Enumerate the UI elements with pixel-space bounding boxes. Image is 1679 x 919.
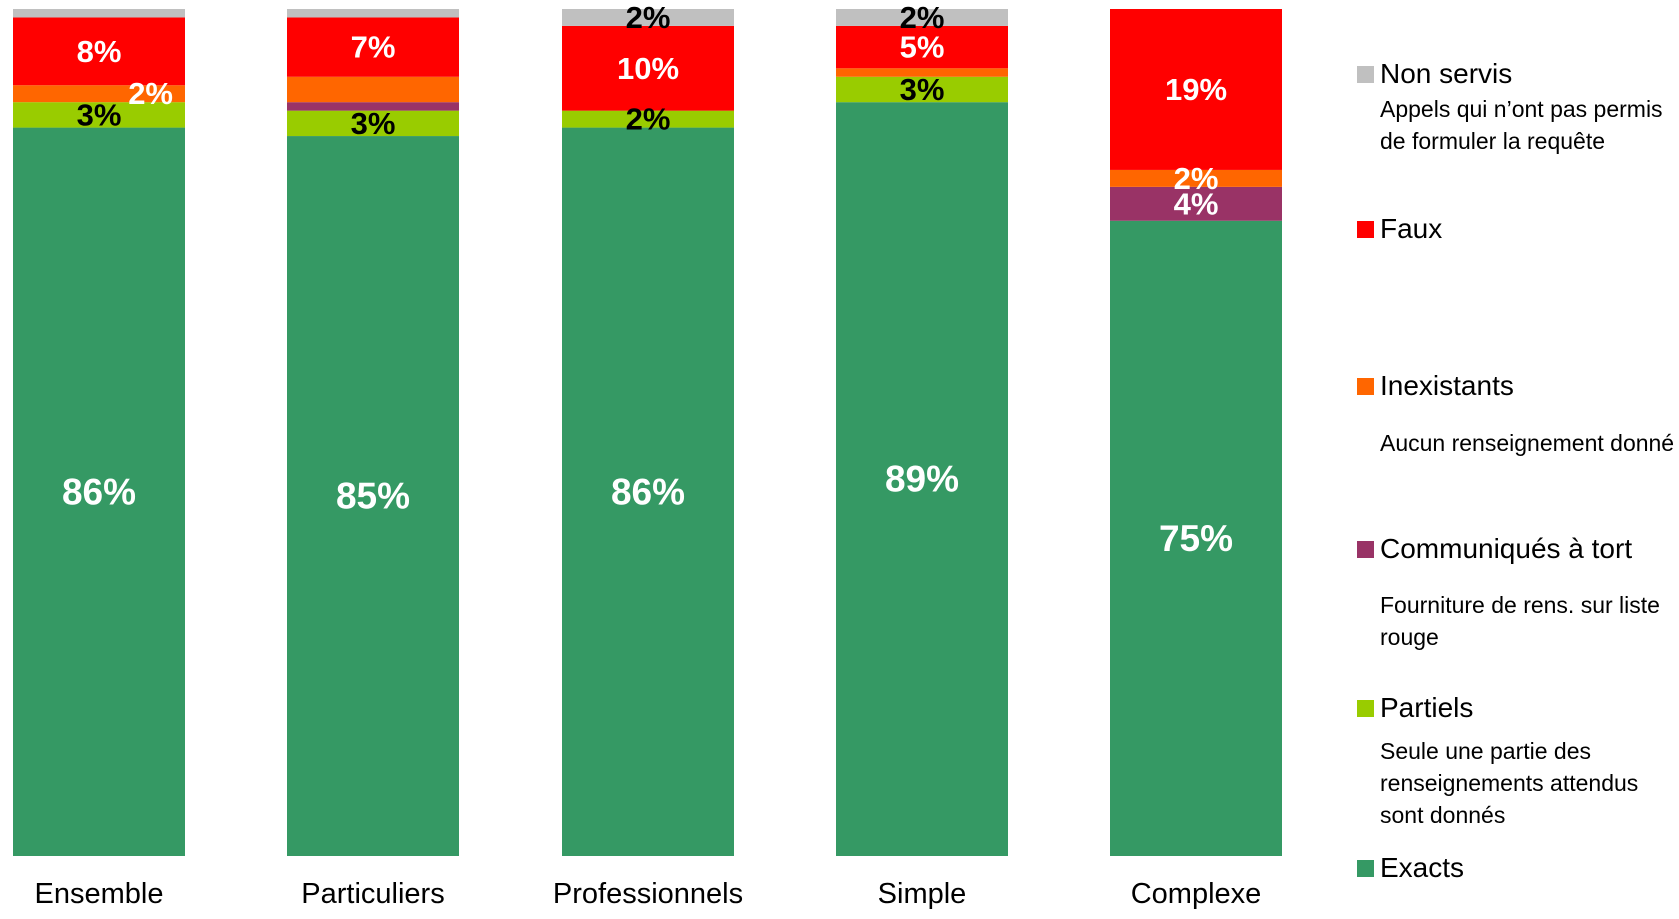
legend-desc-partiels: Seule une partie des renseignements atte… <box>1380 738 1639 828</box>
category-label-ensemble: Ensemble <box>35 878 164 910</box>
data-label-inexistants-ensemble: 2% <box>128 76 173 111</box>
bar-segment-communiques-a-tort-particuliers <box>287 102 459 111</box>
data-label-faux-complexe: 19% <box>1165 72 1227 107</box>
bar-segment-inexistants-ensemble <box>13 85 185 103</box>
bar-segment-faux-complexe <box>1110 9 1282 170</box>
bar-segment-inexistants-complexe <box>1110 169 1282 187</box>
legend-desc-inexistants: Aucun renseignement donné <box>1380 430 1675 456</box>
bar-segment-partiels-simple <box>836 76 1008 103</box>
legend-item-communiques-a-tort: Communiqués à tort <box>1357 533 1632 565</box>
data-label-partiels-simple: 3% <box>900 72 945 107</box>
legend-item-exacts: Exacts <box>1357 852 1464 884</box>
category-label-particuliers: Particuliers <box>301 878 444 910</box>
bar-segment-non-servis-ensemble <box>13 9 185 18</box>
legend-label-communiques-a-tort: Communiqués à tort <box>1380 533 1633 564</box>
bar-segment-partiels-professionnels <box>562 110 734 128</box>
stacked-bar-chart: 86%3%2%8%85%3%7%86%2%10%2%89%3%5%2%75%4%… <box>13 0 1282 910</box>
data-label-partiels-ensemble: 3% <box>77 97 122 132</box>
category-label-simple: Simple <box>878 878 967 910</box>
legend-swatch-faux <box>1357 220 1374 238</box>
legend-swatch-exacts <box>1357 859 1374 877</box>
legend-label-inexistants: Inexistants <box>1380 370 1514 401</box>
data-label-exacts-complexe: 75% <box>1159 518 1233 559</box>
bar-segment-partiels-ensemble <box>13 102 185 128</box>
data-label-exacts-simple: 89% <box>885 459 959 500</box>
legend-item-non-servis: Non servis <box>1357 58 1512 90</box>
data-label-non-servis-professionnels: 2% <box>626 0 671 35</box>
bar-segment-exacts-complexe <box>1110 220 1282 856</box>
bar-segment-faux-particuliers <box>287 17 459 77</box>
legend-label-partiels: Partiels <box>1380 692 1474 723</box>
chart-legend: Non servis Appels qui n’ont pas permis d… <box>1357 0 1679 919</box>
legend-label-non-servis: Non servis <box>1380 58 1513 89</box>
bar-segment-non-servis-simple <box>836 9 1008 26</box>
category-label-complexe: Complexe <box>1131 878 1262 910</box>
data-label-communiques-a-tort-complexe: 4% <box>1174 186 1219 221</box>
bar-segment-inexistants-simple <box>836 68 1008 77</box>
legend-desc-non-servis: Appels qui n’ont pas permis de formuler … <box>1380 96 1663 154</box>
legend-label-exacts: Exacts <box>1380 852 1465 883</box>
data-label-exacts-professionnels: 86% <box>611 471 685 512</box>
legend-label-faux: Faux <box>1380 213 1443 244</box>
bar-segment-faux-simple <box>836 25 1008 69</box>
bar-segment-exacts-simple <box>836 102 1008 857</box>
bar-segment-non-servis-particuliers <box>287 9 459 18</box>
data-label-exacts-ensemble: 86% <box>62 471 136 512</box>
data-label-inexistants-complexe: 2% <box>1174 161 1219 196</box>
bar-segment-partiels-particuliers <box>287 110 459 137</box>
legend-desc-communiques-a-tort: Fourniture de rens. sur liste rouge <box>1380 592 1660 650</box>
bar-segment-exacts-particuliers <box>287 136 459 857</box>
bar-segment-non-servis-professionnels <box>562 9 734 26</box>
bar-segment-faux-professionnels <box>562 25 734 111</box>
legend-swatch-inexistants <box>1357 377 1374 395</box>
data-label-faux-particuliers: 7% <box>351 30 396 65</box>
bar-segment-communiques-a-tort-complexe <box>1110 186 1282 221</box>
legend-swatch-non-servis <box>1357 65 1374 83</box>
legend-swatch-communiques-a-tort <box>1357 540 1374 558</box>
bar-segment-exacts-professionnels <box>562 127 734 856</box>
bar-segment-inexistants-particuliers <box>287 76 459 103</box>
data-label-non-servis-simple: 2% <box>900 0 945 35</box>
legend-swatch-partiels <box>1357 699 1374 717</box>
bar-segment-exacts-ensemble <box>13 127 185 856</box>
data-label-partiels-professionnels: 2% <box>626 102 671 137</box>
data-label-partiels-particuliers: 3% <box>351 106 396 141</box>
legend-item-faux: Faux <box>1357 213 1442 245</box>
bar-segment-faux-ensemble <box>13 17 185 86</box>
data-label-faux-simple: 5% <box>900 30 945 65</box>
category-label-professionnels: Professionnels <box>553 878 743 910</box>
data-label-exacts-particuliers: 85% <box>336 476 410 517</box>
data-label-faux-professionnels: 10% <box>617 51 679 86</box>
legend-item-partiels: Partiels <box>1357 692 1473 724</box>
legend-item-inexistants: Inexistants <box>1357 370 1514 402</box>
data-label-faux-ensemble: 8% <box>77 34 122 69</box>
